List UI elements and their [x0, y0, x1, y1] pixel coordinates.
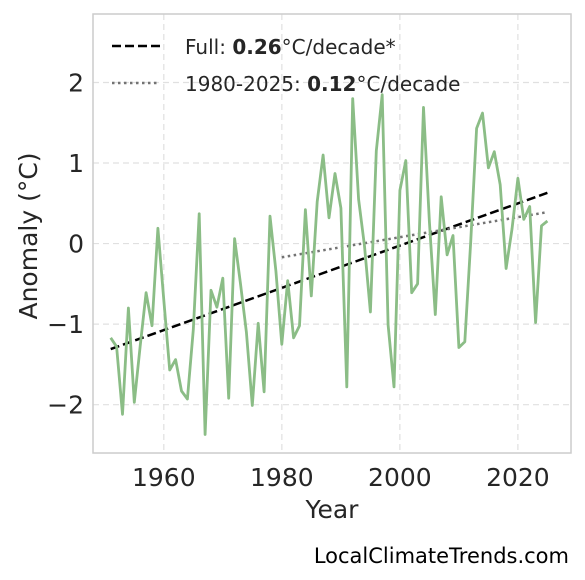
plot-frame	[92, 13, 572, 454]
x-tick-label: 2000	[368, 463, 432, 492]
watermark: LocalClimateTrends.com	[313, 544, 569, 568]
x-tick-label: 2020	[486, 463, 550, 492]
legend-recent-rate: 0.12	[307, 72, 356, 96]
y-tick-label: 1	[68, 149, 84, 178]
data-series	[109, 93, 549, 436]
legend-full-rate: 0.26	[232, 35, 281, 59]
legend-entry-recent: 1980-2025: 0.12°C/decade	[185, 72, 460, 96]
y-tick-label: 0	[68, 230, 84, 259]
y-tick-label: −1	[47, 310, 84, 339]
x-ticks: 1960 1980 2000 2020	[132, 463, 550, 492]
y-tick-label: 2	[68, 68, 84, 97]
x-tick-label: 1960	[132, 463, 196, 492]
legend-full-unit: °C/decade*	[282, 35, 396, 59]
legend-full-colon: :	[219, 35, 232, 59]
legend-recent-colon: :	[294, 72, 307, 96]
series-line	[109, 93, 549, 436]
gridlines	[93, 14, 571, 453]
y-axis-label: Anomaly (°C)	[14, 152, 43, 319]
legend-full-name: Full	[185, 35, 219, 59]
legend-entry-full: Full: 0.26°C/decade*	[185, 35, 396, 59]
y-tick-label: −2	[47, 391, 84, 420]
legend-recent-name: 1980-2025	[185, 72, 294, 96]
x-tick-label: 1980	[250, 463, 314, 492]
legend-recent-unit: °C/decade	[356, 72, 460, 96]
legend: Full: 0.26°C/decade* 1980-2025: 0.12°C/d…	[112, 35, 460, 96]
x-axis-label: Year	[305, 495, 360, 524]
y-ticks: −2 −1 0 1 2	[47, 68, 84, 419]
